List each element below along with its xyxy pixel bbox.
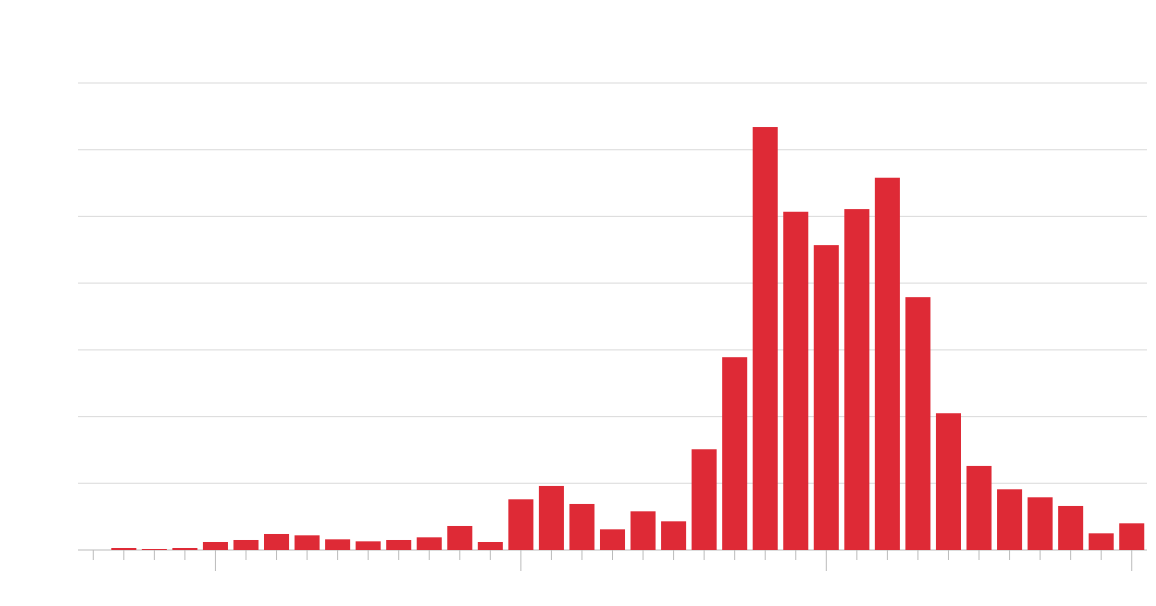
bar (233, 539, 259, 550)
bar (630, 511, 656, 550)
bar (661, 521, 687, 550)
bar (905, 297, 931, 550)
bar (416, 537, 442, 550)
bar (1058, 505, 1084, 550)
bar (935, 413, 961, 550)
bar (508, 499, 534, 550)
bar (202, 541, 228, 550)
bar (813, 245, 839, 550)
bar (141, 548, 167, 550)
bar (1119, 523, 1145, 550)
bar (722, 357, 748, 550)
bar (1027, 497, 1053, 550)
bar (325, 539, 351, 550)
bar (355, 541, 381, 550)
bar (783, 211, 809, 550)
bar (111, 547, 137, 550)
bar (599, 529, 626, 550)
bar (386, 539, 412, 550)
bar (1088, 533, 1114, 550)
bar (172, 547, 198, 550)
bar (844, 209, 870, 550)
bar (477, 541, 503, 550)
bar (966, 465, 992, 550)
bar (538, 485, 564, 550)
bar (691, 449, 717, 550)
bar (874, 177, 900, 550)
bar (294, 535, 320, 550)
bar (569, 503, 595, 550)
bar (752, 127, 778, 550)
bar (264, 533, 290, 550)
bar (447, 525, 473, 550)
bar (997, 489, 1023, 550)
